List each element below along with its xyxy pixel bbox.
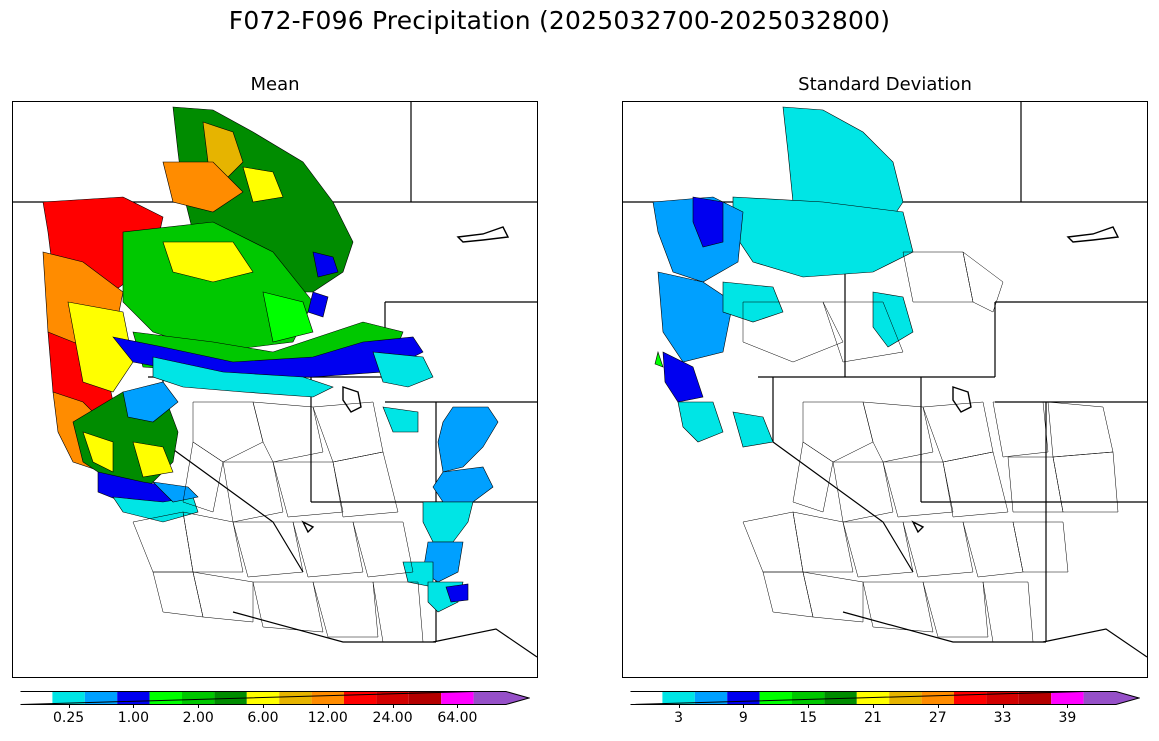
colorbar-tick-mark	[133, 704, 135, 708]
colorbar-tick-mark	[1067, 704, 1069, 708]
colorbar-segment	[630, 691, 663, 705]
colorbar-segment	[986, 691, 1019, 705]
colorbar-segment	[473, 691, 530, 705]
colorbar-segment	[149, 691, 182, 705]
colorbar-tick-label: 0.25	[53, 710, 85, 726]
colorbar-segment	[1051, 691, 1084, 705]
colorbar-segment	[279, 691, 312, 705]
mean-panel-title: Mean	[250, 74, 300, 95]
stdev-panel-title: Standard Deviation	[798, 74, 972, 95]
colorbar-segment	[344, 691, 377, 705]
stdev-colorbar	[630, 690, 1141, 705]
colorbar-tick-label: 64.00	[437, 710, 478, 726]
colorbar-tick-mark	[873, 704, 874, 708]
colorbar-tick-mark	[743, 704, 745, 708]
mean-map	[12, 101, 538, 678]
colorbar-segment	[1083, 691, 1140, 705]
colorbar-segment	[889, 691, 922, 705]
colorbar-segment	[311, 691, 344, 705]
colorbar-segment	[52, 691, 85, 705]
stdev-map	[622, 101, 1148, 678]
colorbar-tick-label: 33	[993, 710, 1012, 726]
colorbar-segment	[182, 691, 215, 705]
colorbar-segment	[20, 691, 53, 705]
colorbar-tick-label: 27	[928, 710, 947, 726]
colorbar-tick-mark	[68, 704, 70, 708]
colorbar-segment	[376, 691, 409, 705]
colorbar-segment	[954, 691, 987, 705]
colorbar-segment	[117, 691, 150, 705]
colorbar-segment	[921, 691, 954, 705]
colorbar-segment	[662, 691, 695, 705]
colorbar-segment	[1018, 691, 1052, 705]
colorbar-segment	[759, 691, 792, 705]
colorbar-tick-label: 12.00	[307, 710, 348, 726]
colorbar-tick-label: 6.00	[247, 710, 279, 726]
colorbar-tick-mark	[457, 704, 459, 708]
colorbar-tick-label: 15	[799, 710, 818, 726]
colorbar-tick-mark	[392, 704, 394, 708]
colorbar-tick-mark	[1002, 704, 1004, 708]
colorbar-outline	[630, 691, 1141, 705]
colorbar-segment	[727, 691, 760, 705]
colorbar-tick-label: 39	[1058, 710, 1077, 726]
colorbar-segment	[694, 691, 728, 705]
colorbar-tick-label: 2.00	[182, 710, 214, 726]
colorbar-tick-mark	[198, 704, 200, 708]
colorbar-tick-label: 9	[738, 710, 748, 726]
colorbar-tick-label: 21	[864, 710, 882, 726]
colorbar-tick-label: 24.00	[372, 710, 413, 726]
mean-colorbar	[20, 690, 531, 705]
colorbar-tick-mark	[327, 704, 329, 708]
colorbar-tick-mark	[808, 704, 810, 708]
colorbar-segment	[792, 691, 825, 705]
colorbar-tick-label: 1.00	[117, 710, 149, 726]
figure-title: F072-F096 Precipitation (2025032700-2025…	[228, 6, 891, 35]
colorbar-tick-label: 3	[674, 710, 684, 726]
colorbar-segment	[408, 691, 442, 705]
colorbar-segment	[84, 691, 118, 705]
colorbar-tick-mark	[937, 704, 939, 708]
colorbar-outline	[20, 691, 531, 705]
colorbar-segment	[441, 691, 474, 705]
colorbar-tick-mark	[263, 704, 264, 708]
colorbar-tick-mark	[678, 704, 680, 708]
